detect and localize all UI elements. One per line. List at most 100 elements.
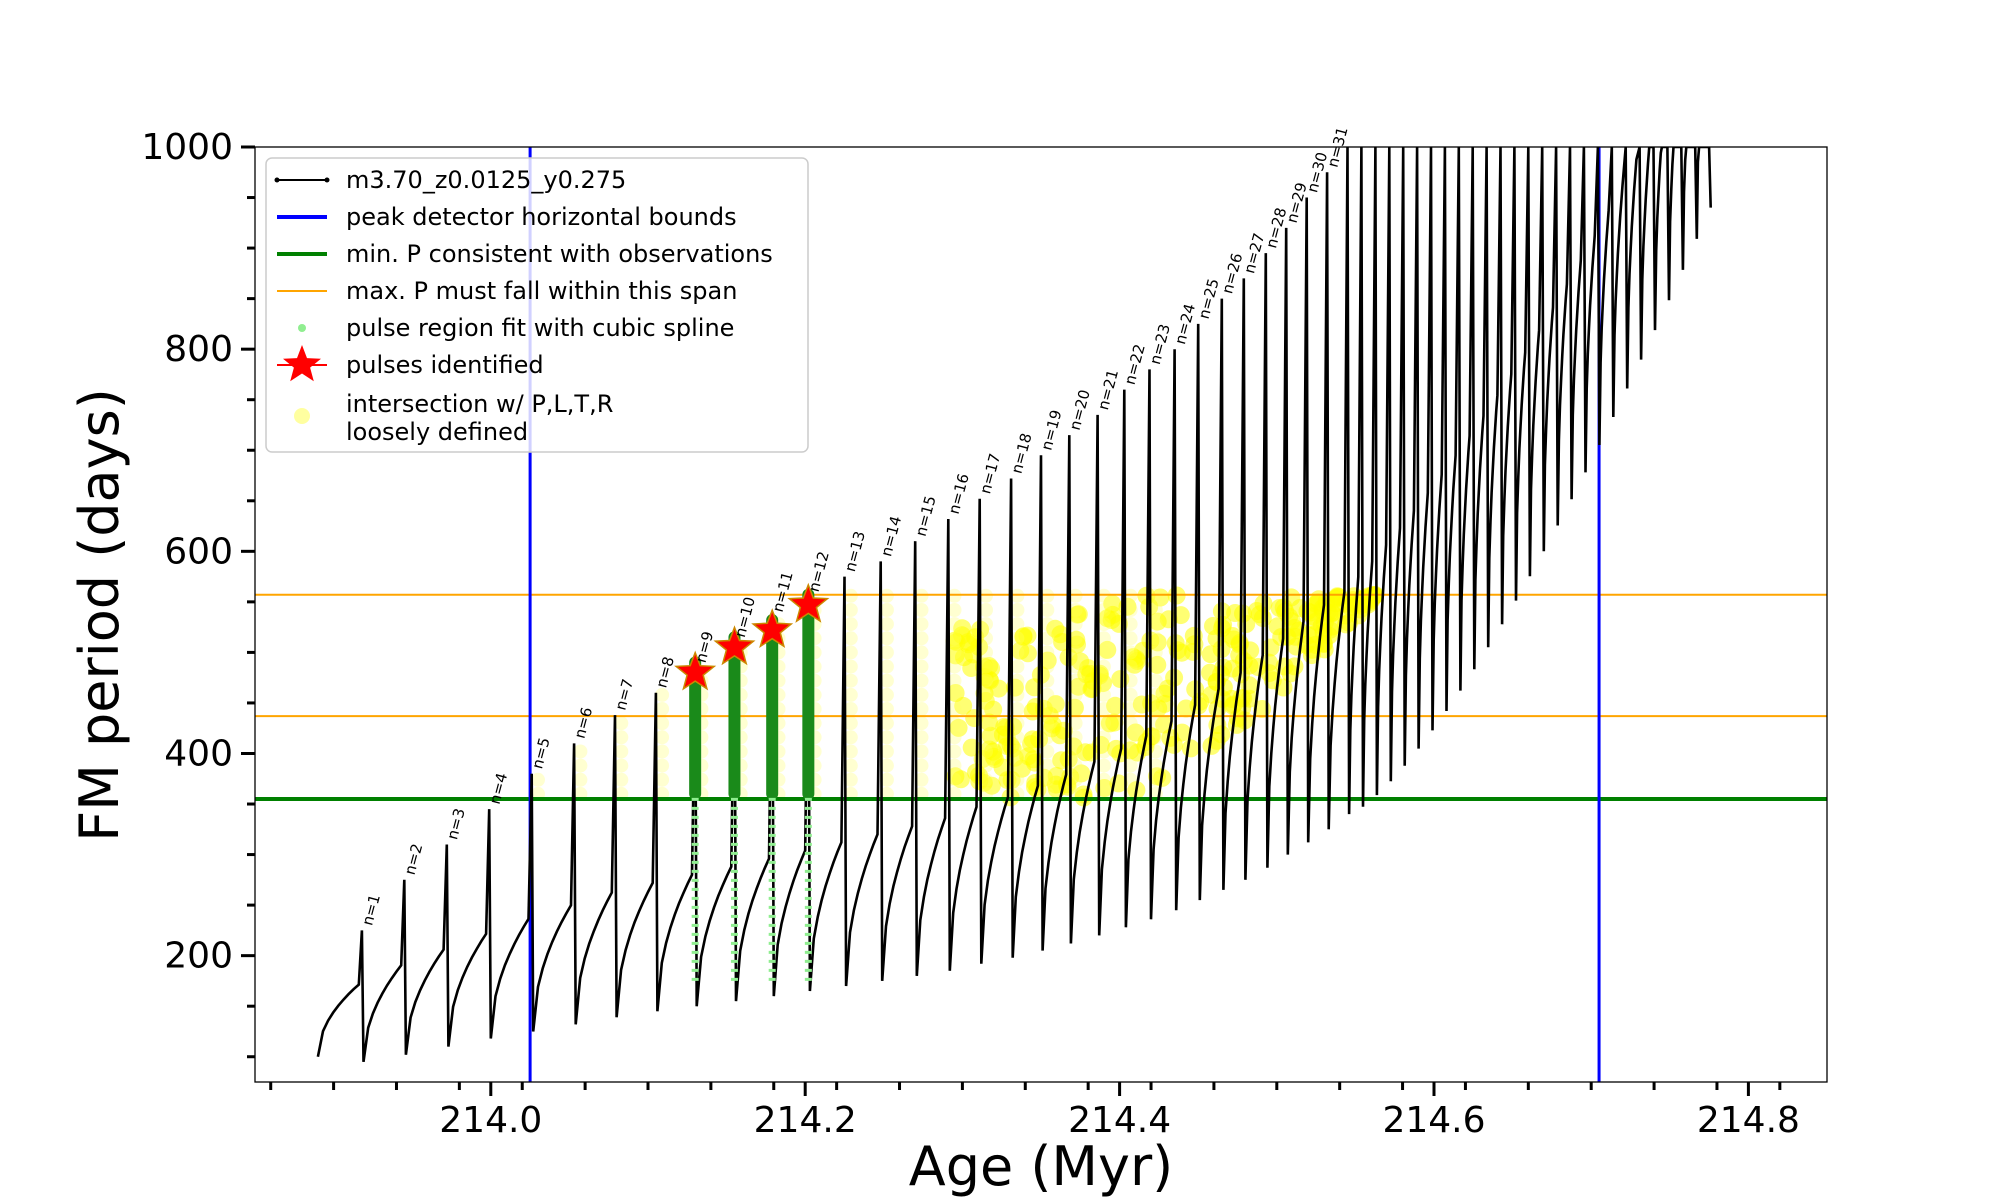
intersection-point xyxy=(979,687,993,702)
intersection-point xyxy=(1123,744,1138,759)
intersection-point xyxy=(1123,730,1138,745)
intersection-point xyxy=(655,772,670,787)
intersection-point xyxy=(947,716,962,731)
intersection-point xyxy=(614,758,629,773)
intersection-point xyxy=(914,673,929,688)
intersection-point xyxy=(1010,631,1025,646)
intersection-point xyxy=(843,645,858,660)
pulse-label: n=17 xyxy=(976,451,1004,495)
intersection-point xyxy=(1123,772,1138,787)
intersection-point xyxy=(1091,735,1110,754)
intersection-point xyxy=(879,758,894,773)
intersection-point xyxy=(914,588,929,603)
intersection-point xyxy=(947,617,962,632)
intersection-point xyxy=(1010,744,1025,759)
intersection-point xyxy=(879,603,894,617)
intersection-point xyxy=(947,772,962,787)
intersection-point xyxy=(979,716,993,731)
intersection-point xyxy=(1040,588,1055,603)
intersection-point xyxy=(1010,617,1025,632)
x-tick-label: 214.4 xyxy=(1068,1100,1171,1141)
intersection-point xyxy=(1096,617,1111,632)
intersection-point xyxy=(1040,716,1055,731)
intersection-point xyxy=(947,758,962,773)
intersection-point xyxy=(979,702,993,716)
intersection-point xyxy=(1226,604,1245,622)
intersection-point xyxy=(879,744,894,759)
x-tick-label: 214.2 xyxy=(754,1100,857,1141)
axes: 214.0 214.2 214.4 214.6 214.8 200 400 600 800 100… xyxy=(141,127,1800,1141)
intersection-point xyxy=(1010,758,1025,773)
y-tick-label: 1000 xyxy=(141,127,233,168)
intersection-point xyxy=(1123,758,1138,773)
identified-pulse-stars xyxy=(674,582,830,691)
intersection-point xyxy=(1096,744,1111,759)
intersection-point xyxy=(655,758,670,773)
pulse-label: n=19 xyxy=(1037,408,1065,452)
intersection-point xyxy=(984,747,1003,766)
intersection-point xyxy=(843,588,858,603)
intersection-point xyxy=(1148,673,1163,688)
intersection-point xyxy=(1040,702,1055,716)
intersection-point xyxy=(1323,603,1341,622)
intersection-point xyxy=(573,758,588,773)
x-tick-label: 214.6 xyxy=(1382,1100,1485,1141)
intersection-point xyxy=(1010,687,1025,702)
intersection-point xyxy=(1068,772,1083,787)
legend-swatch xyxy=(294,408,310,424)
intersection-point xyxy=(614,744,629,759)
intersection-point xyxy=(1148,758,1163,773)
intersection-point xyxy=(1123,645,1138,660)
intersection-point xyxy=(1035,768,1053,787)
intersection-point xyxy=(1010,730,1025,745)
intersection-point xyxy=(879,631,894,646)
intersection-point xyxy=(1068,617,1083,632)
intersection-point xyxy=(1059,648,1078,667)
intersection-point xyxy=(955,648,973,667)
legend-label: m3.70_z0.0125_y0.275 xyxy=(346,166,626,194)
x-tick-label: 214.8 xyxy=(1697,1100,1800,1141)
intersection-point xyxy=(1096,645,1111,660)
intersection-point xyxy=(947,659,962,674)
intersection-point xyxy=(1123,687,1138,702)
intersection-point xyxy=(914,659,929,674)
intersection-point xyxy=(1040,730,1055,745)
pulse-label: n=10 xyxy=(731,595,759,639)
intersection-point xyxy=(1096,730,1111,745)
intersection-point xyxy=(914,687,929,702)
intersection-point xyxy=(879,772,894,787)
intersection-point xyxy=(573,772,588,787)
pulse-label: n=13 xyxy=(841,529,869,573)
intersection-point xyxy=(1010,659,1025,674)
intersection-point xyxy=(947,631,962,646)
pulse-label: n=6 xyxy=(571,705,597,740)
y-tick-label: 600 xyxy=(164,531,233,572)
intersection-point xyxy=(655,730,670,745)
intersection-point xyxy=(979,603,993,617)
intersection-point xyxy=(1040,617,1055,632)
intersection-point xyxy=(1261,638,1280,657)
pulse-label: n=5 xyxy=(528,736,554,771)
intersection-point xyxy=(1068,631,1083,646)
intersection-point xyxy=(879,687,894,702)
intersection-point xyxy=(1151,588,1170,607)
intersection-point xyxy=(614,772,629,787)
intersection-point xyxy=(1096,631,1111,646)
intersection-point xyxy=(979,588,993,603)
pulse-label: n=2 xyxy=(401,842,427,877)
intersection-point xyxy=(1038,651,1057,670)
intersection-point xyxy=(1148,655,1167,674)
intersection-point xyxy=(947,702,962,716)
intersection-point xyxy=(979,744,993,759)
intersection-point xyxy=(879,645,894,660)
x-tick-label: 214.0 xyxy=(439,1100,542,1141)
intersection-point xyxy=(843,603,858,617)
pulse-label: n=18 xyxy=(1008,431,1036,475)
intersection-point xyxy=(1010,716,1025,731)
intersection-point xyxy=(1123,673,1138,688)
intersection-point xyxy=(914,631,929,646)
pulse-star xyxy=(751,608,794,648)
intersection-point xyxy=(1223,627,1242,645)
intersection-point xyxy=(1068,744,1083,759)
